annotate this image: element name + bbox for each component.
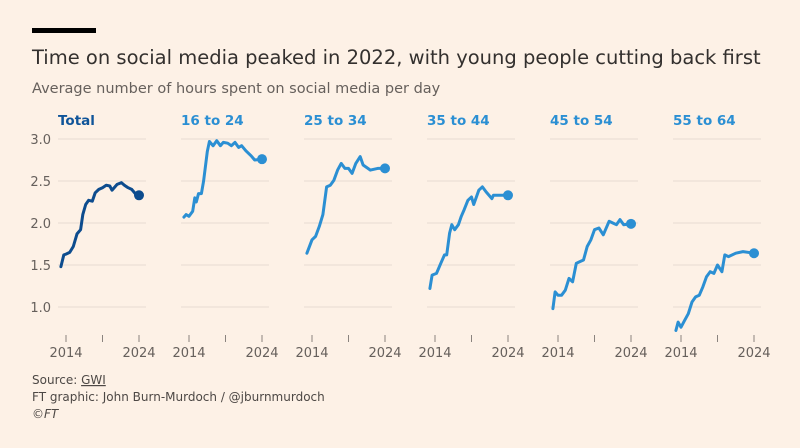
end-point-marker xyxy=(626,218,636,229)
end-point-marker xyxy=(503,190,513,201)
x-tick-label: 2014 xyxy=(49,346,82,361)
panel-label: 16 to 24 xyxy=(181,113,244,129)
panel-35-to-44: 35 to 44 2014 2024 xyxy=(418,113,524,361)
panel-25-to-34: 25 to 34 2014 2024 xyxy=(295,113,401,361)
chart-subtitle: Average number of hours spent on social … xyxy=(32,81,441,97)
chart-title: Time on social media peaked in 2022, wit… xyxy=(31,46,761,69)
x-tick-label: 2014 xyxy=(664,346,697,361)
x-tick-label: 2024 xyxy=(245,346,278,361)
title-bar xyxy=(32,28,96,33)
panel-label: 45 to 54 xyxy=(550,113,613,129)
end-point-marker xyxy=(257,154,267,165)
x-tick-label: 2024 xyxy=(614,346,647,361)
series-line xyxy=(59,181,141,269)
source-label: Source: xyxy=(32,373,81,387)
series-line xyxy=(428,185,510,290)
y-tick-label: 2.0 xyxy=(30,217,51,232)
y-tick-label: 3.0 xyxy=(30,133,51,148)
y-tick-label: 1.0 xyxy=(30,301,51,316)
end-point-marker xyxy=(380,163,390,174)
x-tick-label: 2014 xyxy=(418,346,451,361)
x-tick-label: 2024 xyxy=(737,346,770,361)
x-tick-label: 2014 xyxy=(541,346,574,361)
y-tick-label: 2.5 xyxy=(30,175,51,190)
panel-45-to-54: 45 to 54 2014 2024 xyxy=(541,113,647,361)
x-tick-label: 2024 xyxy=(368,346,401,361)
x-tick-label: 2014 xyxy=(172,346,205,361)
series-line xyxy=(551,218,633,311)
panel-label: 35 to 44 xyxy=(427,113,490,129)
x-tick-label: 2024 xyxy=(491,346,524,361)
panels: Total 1.0 1.5 2.0 2.5 3.0 2014 2024 16 to 24 2014… xyxy=(30,113,770,361)
x-tick-label: 2024 xyxy=(122,346,155,361)
copyright: ©FT xyxy=(32,407,60,421)
series-line xyxy=(182,139,264,219)
y-tick-label: 1.5 xyxy=(30,259,51,274)
series-line xyxy=(305,155,387,255)
end-point-marker xyxy=(749,248,759,259)
panel-label: 55 to 64 xyxy=(673,113,736,129)
series-line xyxy=(674,250,756,332)
panel-total: Total 1.0 1.5 2.0 2.5 3.0 2014 2024 xyxy=(30,113,155,361)
x-tick-label: 2014 xyxy=(295,346,328,361)
source-line: Source: GWI xyxy=(32,373,106,387)
end-point-marker xyxy=(134,190,144,201)
source-link[interactable]: GWI xyxy=(81,373,106,387)
credit: FT graphic: John Burn-Murdoch / @jburnmu… xyxy=(32,390,325,404)
panel-55-to-64: 55 to 64 2014 2024 xyxy=(664,113,770,361)
panel-label: Total xyxy=(58,113,95,129)
panel-16-to-24: 16 to 24 2014 2024 xyxy=(172,113,278,361)
panel-label: 25 to 34 xyxy=(304,113,367,129)
